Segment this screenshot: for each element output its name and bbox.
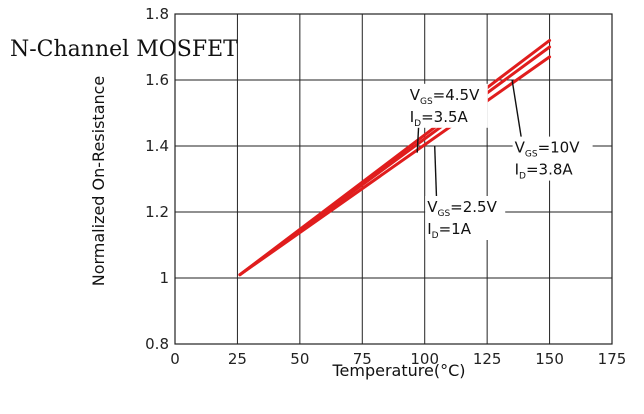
- x-tick-label: 175: [598, 350, 627, 368]
- x-tick-label: 50: [290, 350, 309, 368]
- annotation-line2: ID=3.8A: [515, 161, 574, 182]
- x-axis-label: Temperature(°C): [331, 361, 465, 380]
- annotation-backing: [425, 196, 506, 240]
- y-tick-labels: 0.8 1 1.2 1.4 1.6 1.8: [145, 5, 169, 353]
- annotation-backing: [407, 83, 488, 128]
- y-tick-label: 1.6: [145, 71, 169, 89]
- plot-frame: [174, 13, 613, 345]
- series-line: [238, 55, 552, 277]
- y-tick-label: 0.8: [145, 335, 169, 353]
- x-tick-label: 125: [473, 350, 502, 368]
- x-tick-labels: 0 25 50 75 100 125 150 175: [170, 350, 626, 368]
- chart-title: N-Channel MOSFET: [10, 37, 238, 62]
- y-tick-label: 1: [159, 269, 169, 287]
- y-tick-label: 1.4: [145, 137, 169, 155]
- annotation-line1: VGS=4.5V: [410, 86, 480, 107]
- y-tick-label: 1.8: [145, 5, 169, 23]
- annotation-backing: [512, 136, 593, 181]
- annotation-line1: VGS=10V: [515, 139, 581, 160]
- series-lines: [238, 38, 552, 277]
- x-tick-label: 75: [353, 350, 372, 368]
- annotation-line2: ID=3.5A: [410, 108, 469, 129]
- y-axis-label: Normalized On-Resistance: [89, 76, 108, 287]
- annotation-line2: ID=1A: [427, 220, 471, 241]
- annotation-line1: VGS=2.5V: [427, 198, 497, 219]
- x-tick-label: 0: [170, 350, 180, 368]
- x-tick-label: 100: [410, 350, 439, 368]
- x-tick-label: 25: [228, 350, 247, 368]
- x-tick-label: 150: [535, 350, 564, 368]
- y-tick-label: 1.2: [145, 203, 169, 221]
